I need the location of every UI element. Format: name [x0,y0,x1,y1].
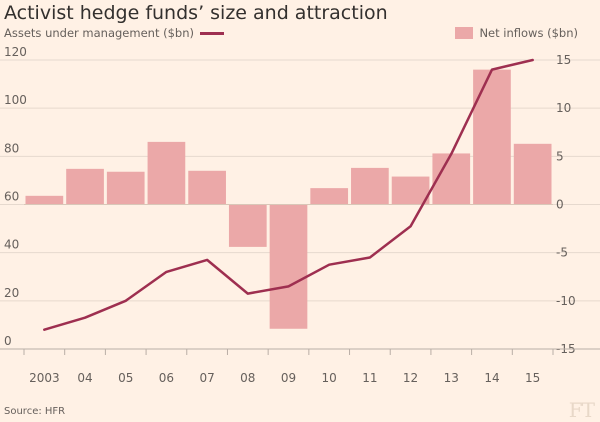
legend-aum: Assets under management ($bn) [4,26,224,40]
x-axis-label: 09 [281,371,296,385]
left-axis-tick-label: 60 [4,190,19,204]
legend-inflows: Net inflows ($bn) [455,26,578,40]
bar-06 [147,141,186,205]
left-axis-tick-label: 100 [4,93,27,107]
x-axis-label: 10 [322,371,337,385]
x-axis-label: 12 [403,371,418,385]
bar-07 [188,170,226,205]
line-series [43,58,534,331]
bar-12 [391,176,430,205]
right-axis-tick-label: 5 [556,149,564,163]
x-axis-label: 04 [77,371,92,385]
x-axis-label: 2003 [29,371,60,385]
bar-series [25,69,552,329]
left-axis-tick-label: 0 [4,334,12,348]
chart-title: Activist hedge funds’ size and attractio… [4,2,388,24]
right-axis-tick-label: -10 [556,294,576,308]
right-axis-tick-label: 15 [556,53,571,67]
bar-13 [432,153,471,205]
x-axis-label: 13 [444,371,459,385]
left-axis-tick-label: 20 [4,286,19,300]
x-axis-label: 08 [240,371,255,385]
ft-logo: FT [568,398,595,422]
bar-04 [66,168,104,205]
bar-09 [269,204,308,329]
x-axis-label: 15 [525,371,540,385]
x-axis-label: 14 [484,371,499,385]
bar-2003 [25,195,64,205]
x-axis-label: 06 [159,371,174,385]
bar-08 [228,204,267,247]
bar-14 [473,69,511,205]
right-axis-tick-label: -5 [556,246,568,260]
bar-05 [106,171,145,205]
bar-10 [310,188,349,205]
right-axis-tick-label: 0 [556,198,564,212]
bar-15 [513,143,552,205]
left-axis-tick-label: 40 [4,238,19,252]
left-axis-tick-label: 80 [4,141,19,155]
x-axis-label: 07 [199,371,214,385]
x-axis-label: 11 [362,371,377,385]
x-axis-label: 05 [118,371,133,385]
right-axis-tick-label: 10 [556,101,571,115]
legend-line-swatch [200,31,224,35]
source-note: Source: HFR [4,406,66,417]
legend-aum-label: Assets under management ($bn) [4,26,194,40]
legend-bar-swatch [455,27,474,39]
bar-11 [351,167,389,205]
legend-inflows-label: Net inflows ($bn) [479,26,578,40]
left-axis-tick-label: 120 [4,45,27,59]
